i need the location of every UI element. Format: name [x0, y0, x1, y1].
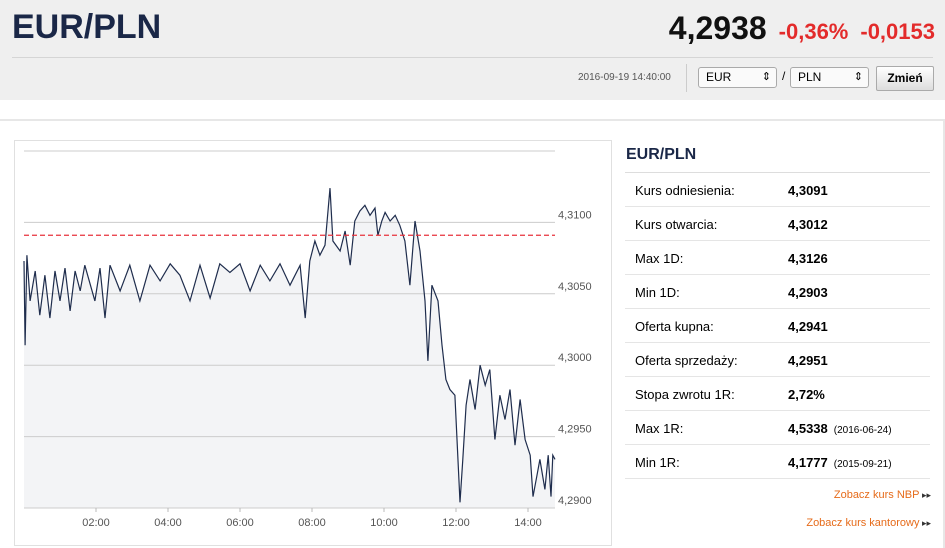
stats-value: 4,2941 [788, 319, 828, 334]
stats-row: Oferta kupna: 4,2941 [625, 309, 930, 343]
stats-value-text: 4,2951 [788, 353, 828, 368]
stats-row: Min 1D: 4,2903 [625, 275, 930, 309]
stats-label: Kurs otwarcia: [635, 217, 718, 232]
nbp-link[interactable]: Zobacz kurs NBP [834, 489, 931, 501]
x-tick-label: 08:00 [298, 517, 326, 529]
stats-value: 2,72% [788, 387, 825, 402]
stats-label: Oferta kupna: [635, 319, 714, 334]
stats-row: Kurs otwarcia: 4,3012 [625, 207, 930, 241]
stats-label: Kurs odniesienia: [635, 183, 735, 198]
stats-label: Stopa zwrotu 1R: [635, 387, 735, 402]
area [24, 188, 555, 508]
price: 4,2938 [668, 10, 767, 46]
stats-value-text: 4,2941 [788, 319, 828, 334]
divider [686, 64, 687, 92]
stats-value-text: 4,5338 [788, 421, 828, 436]
y-tick-label: 4,3050 [558, 281, 592, 293]
stats-note: (2016-06-24) [833, 425, 892, 436]
panel [0, 119, 945, 548]
stats-value: 4,3012 [788, 217, 828, 232]
separator: / [782, 69, 786, 83]
change-abs: -0,0153 [860, 19, 935, 44]
stats-label: Min 1D: [635, 285, 680, 300]
x-tick-label: 10:00 [370, 517, 398, 529]
header: EUR/PLN 4,2938 -0,36% -0,0153 2016-09-19 1… [0, 0, 945, 100]
stats-value-text: 4,3012 [788, 217, 828, 232]
to-select[interactable]: PLN [790, 67, 869, 88]
from-select[interactable]: EUR [698, 67, 777, 88]
stats-row: Max 1R: 4,5338 (2016-06-24) [625, 411, 930, 445]
y-tick-label: 4,3100 [558, 209, 592, 221]
stats-label: Oferta sprzedaży: [635, 353, 738, 368]
x-tick-label: 02:00 [82, 517, 110, 529]
stats-value: 4,3126 [788, 251, 828, 266]
x-tick-label: 04:00 [154, 517, 182, 529]
stats-value: 4,2903 [788, 285, 828, 300]
pair-title: EUR/PLN [12, 8, 162, 46]
x-tick-label: 12:00 [442, 517, 470, 529]
stats-value-text: 2,72% [788, 387, 825, 402]
divider [12, 57, 933, 58]
kantor-link[interactable]: Zobacz kurs kantorowy [806, 517, 931, 529]
stats-row: Oferta sprzedaży: 4,2951 [625, 343, 930, 377]
stats-label: Max 1D: [635, 251, 684, 266]
stats-row: Kurs odniesienia: 4,3091 [625, 173, 930, 207]
stats-value: 4,5338 (2016-06-24) [788, 421, 892, 436]
y-tick-label: 4,2900 [558, 495, 592, 507]
stats-title: EUR/PLN [625, 139, 930, 173]
stats-row: Max 1D: 4,3126 [625, 241, 930, 275]
stats-note: (2015-09-21) [833, 459, 892, 470]
stats-value: 4,2951 [788, 353, 828, 368]
line [23, 188, 556, 503]
stats-label: Max 1R: [635, 421, 684, 436]
change-button[interactable]: Zmień [876, 66, 934, 91]
stats-row: Min 1R: 4,1777 (2015-09-21) [625, 445, 930, 479]
stats-table: EUR/PLN Kurs odniesienia: 4,3091 Kurs otwa… [625, 139, 930, 479]
change-pct: -0,36% [778, 19, 849, 44]
x-tick-label: 06:00 [226, 517, 254, 529]
y-tick-label: 4,2950 [558, 424, 592, 436]
stats-value-text: 4,1777 [788, 455, 828, 470]
y-tick-label: 4,3000 [558, 352, 592, 364]
x-tick-label: 14:00 [514, 517, 542, 529]
stats-value: 4,1777 (2015-09-21) [788, 455, 892, 470]
stats-row: Stopa zwrotu 1R: 2,72% [625, 377, 930, 411]
stats-label: Min 1R: [635, 455, 680, 470]
quote: 4,2938 -0,36% -0,0153 [669, 10, 935, 47]
stats-value-text: 4,3126 [788, 251, 828, 266]
stats-value-text: 4,2903 [788, 285, 828, 300]
stats-value: 4,3091 [788, 183, 828, 198]
timestamp: 2016-09-19 14:40:00 [578, 72, 671, 83]
stats-value-text: 4,3091 [788, 183, 828, 198]
